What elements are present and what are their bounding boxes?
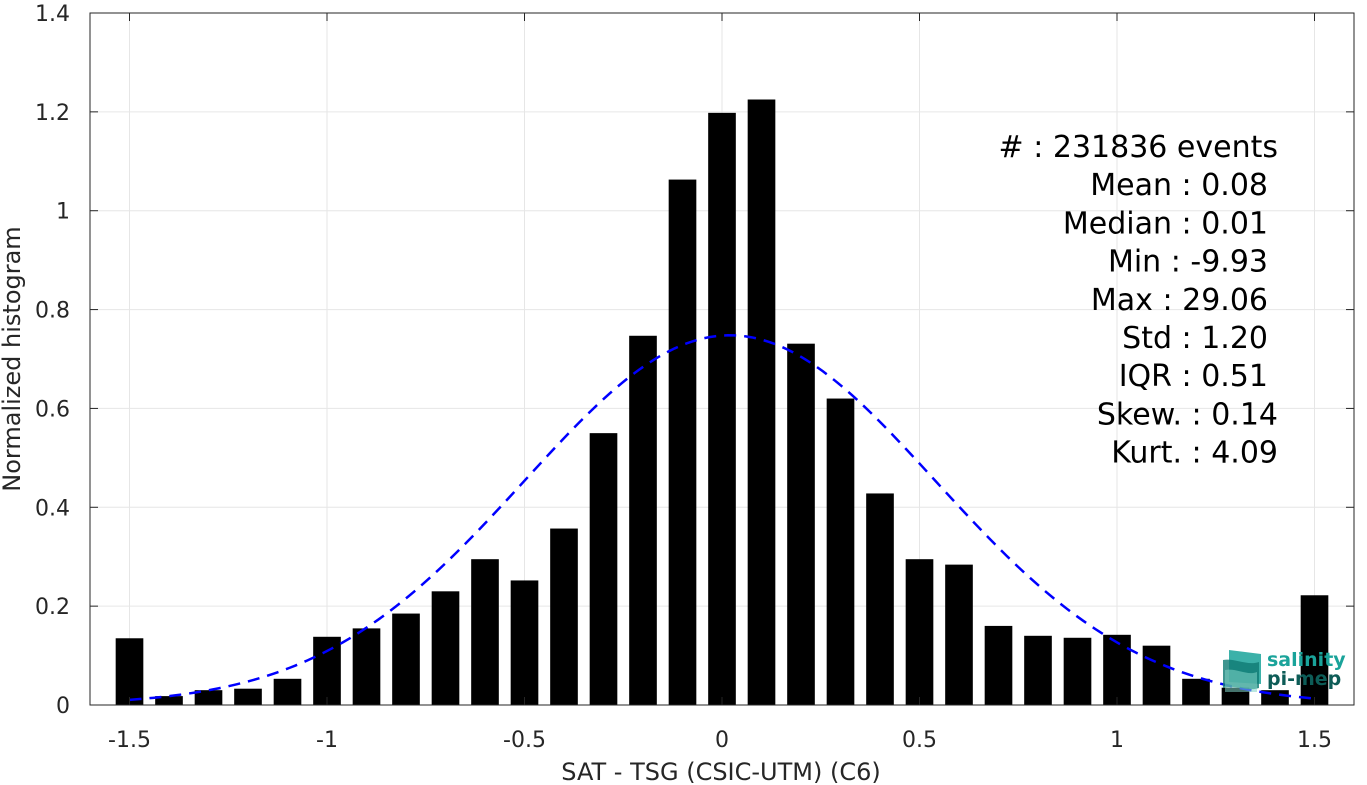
y-tick-label: 0 xyxy=(56,694,70,719)
stat-line: # : 231836 events xyxy=(999,130,1278,165)
y-tick-label: 1.2 xyxy=(35,101,70,126)
histogram-bar xyxy=(1024,635,1052,705)
histogram-bar xyxy=(826,398,855,705)
histogram-bar xyxy=(905,559,934,705)
histogram-bar xyxy=(1300,595,1329,705)
stat-line: IQR : 0.51 xyxy=(1119,359,1268,394)
y-tick-label: 0.6 xyxy=(35,397,70,422)
logo-line2: pi-mep xyxy=(1267,668,1341,690)
histogram-bar xyxy=(787,343,815,705)
x-tick-label: 0 xyxy=(715,728,729,753)
y-axis-title: Normalized histogram xyxy=(0,226,26,491)
histogram-bar xyxy=(155,696,183,705)
x-tick-label: 1 xyxy=(1110,728,1124,753)
logo-icon xyxy=(1223,650,1261,692)
salinity-pimep-logo: salinity pi-mep xyxy=(1223,649,1346,692)
y-tick-label: 1 xyxy=(56,200,70,225)
histogram-bar xyxy=(194,690,223,705)
histogram-bar xyxy=(115,638,144,705)
tick-labels: -1.5 -1 -0.5 0 0.5 1 1.5 0 0.2 0.4 0.6 0.8 1 1.2 1.4 xyxy=(35,2,1332,753)
fit-curve-line xyxy=(129,334,1315,702)
histogram-bar xyxy=(510,580,539,705)
histogram-bar xyxy=(589,433,618,705)
x-tick-label: 1.5 xyxy=(1297,728,1332,753)
histogram-bar xyxy=(1142,645,1171,705)
histogram-bar xyxy=(984,625,1013,705)
gaussian-fit xyxy=(129,334,1315,702)
histogram-bar xyxy=(945,564,973,705)
stat-line: Kurt. : 4.09 xyxy=(1111,436,1278,471)
histogram-bar xyxy=(1063,637,1092,705)
histogram-bar xyxy=(668,179,697,705)
x-axis-title: SAT - TSG (CSIC-UTM) (C6) xyxy=(561,758,880,785)
stat-line: Std : 1.20 xyxy=(1122,321,1268,356)
logo-line1: salinity xyxy=(1267,649,1346,671)
stat-line: Min : -9.93 xyxy=(1108,245,1268,280)
histogram-bar xyxy=(273,678,302,705)
histogram-bar xyxy=(431,591,460,705)
x-tick-label: -1.5 xyxy=(108,728,151,753)
y-tick-label: 0.2 xyxy=(35,595,70,620)
histogram-bar xyxy=(708,112,736,706)
stat-line: Median : 0.01 xyxy=(1063,206,1268,241)
stat-line: Mean : 0.08 xyxy=(1090,168,1268,203)
x-tick-label: -1 xyxy=(316,728,338,753)
histogram-bar xyxy=(1221,687,1250,705)
histogram-bar xyxy=(234,688,262,705)
histogram-bar xyxy=(471,559,499,705)
histogram-bar xyxy=(1182,678,1210,705)
y-tick-label: 0.8 xyxy=(35,299,70,324)
histogram-bar xyxy=(392,613,420,705)
histogram-bar xyxy=(352,628,381,705)
histogram-bar xyxy=(747,99,776,705)
histogram-bar xyxy=(550,528,578,705)
y-tick-label: 0.4 xyxy=(35,496,70,521)
stat-line: Skew. : 0.14 xyxy=(1097,397,1278,432)
stat-line: Max : 29.06 xyxy=(1091,283,1268,318)
histogram-bar xyxy=(1103,634,1131,705)
y-tick-label: 1.4 xyxy=(35,2,70,27)
histogram-bar xyxy=(629,335,657,705)
histogram-bar xyxy=(866,493,894,705)
x-tick-label: -0.5 xyxy=(503,728,546,753)
histogram-bar xyxy=(313,636,341,705)
axis-ticks xyxy=(90,12,1354,706)
histogram-bars xyxy=(115,99,1329,706)
x-tick-label: 0.5 xyxy=(902,728,937,753)
